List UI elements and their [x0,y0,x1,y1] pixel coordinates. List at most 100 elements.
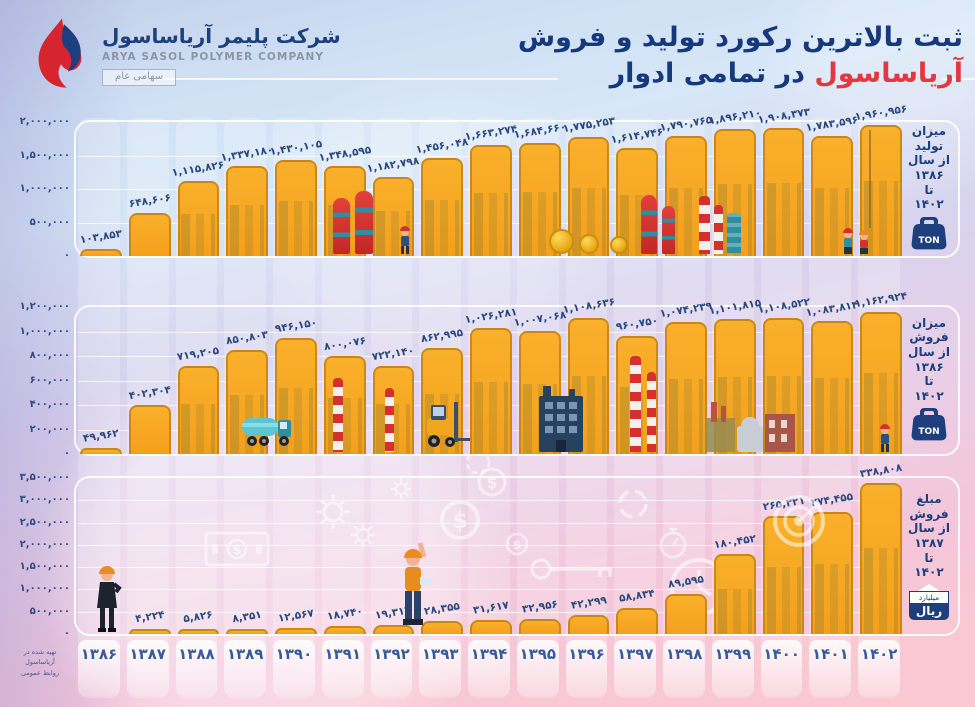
gridline [78,567,900,569]
year-cell: ۱۳۹۱ [321,640,364,696]
bar-cell: ۹۴۶,۱۵۰ [274,307,318,454]
bar-value-label: ۱,۱۸۲,۷۹۸ [366,154,421,176]
bar-value-label: ۴۲,۲۹۹ [569,594,608,612]
bar-cell: ۹۶۰,۷۵۰ [615,307,660,454]
bar-1401 [811,512,854,634]
panel-text-line: ۱۳۸۶ [914,168,944,182]
y-tick-label: ۰ [63,448,70,459]
bar-value-label: ۱,۷۸۳,۵۹۶ [805,113,860,135]
bar-1399 [713,319,756,454]
y-tick-label: ۴۰۰,۰۰۰ [29,399,70,410]
panel-text-line: فروش [909,506,949,521]
chart-sales-value: ۳,۵۰۰,۰۰۰ ۳,۰۰۰,۰۰۰ ۲,۵۰۰,۰۰۰ ۲,۰۰۰,۰۰۰ ۱,۵۰… [20,462,960,639]
bar-cell [80,478,122,634]
bar-1395 [518,331,561,454]
bar-cell: ۴۲,۲۹۹ [567,478,610,634]
bar-cell: ۱,۶۸۴,۶۶۰ [513,121,567,256]
bar-1396 [567,137,610,256]
bar-cell: ۱,۰۷۴,۲۳۹ [659,300,713,454]
bar-1388 [177,181,220,256]
year-label: ۱۳۸۹ [226,645,264,663]
company-type-badge: سهامی عام [102,69,177,86]
panel-production: میزان تولید از سال ۱۳۸۶ تا ۱۴۰۲ TON [903,124,955,254]
bar-1400 [762,128,805,256]
panel-text-line: ۱۴۰۲ [914,197,944,212]
bar-value-label: ۱۰۳,۸۵۳ [78,227,123,247]
panel-text-line: تا [924,182,934,197]
bar-cell: ۱,۴۵۶,۰۴۸ [415,122,469,256]
header-divider-line [150,78,558,80]
gridline [78,611,900,613]
year-cell: ۱۳۹۳ [419,640,462,696]
bar-cell: ۴۰۲,۳۰۴ [128,307,172,454]
bars-sales-value: ۴,۲۲۴ ۵,۸۲۶ ۸,۳۵۱ ۱۲,۵۶۷ ۱۸,۷۴۰ ۱۹,۳۱۷ ۲۸,۳۵۵ ۳… [80,462,903,634]
bar-cell: ۱۲,۵۶۷ [275,478,317,634]
year-label: ۱۴۰۰ [763,645,800,663]
bar-1386 [80,448,122,454]
bar-value-label: ۱,۶۱۴,۷۴۶ [610,125,665,147]
bar-cell: ۱۸,۷۴۰ [323,478,366,634]
year-cell: ۱۳۹۸ [663,640,705,696]
y-tick-label: ۱,۰۰۰,۰۰۰ [19,325,70,337]
panel-text-line: مبلغ [916,492,942,507]
bar-1389 [226,629,269,634]
bar-value-label: ۹۴۶,۱۵۰ [274,316,318,336]
year-axis: ۱۳۸۶ ۱۳۸۷ ۱۳۸۸ ۱۳۸۹ ۱۳۹۰ ۱۳۹۱ ۱۳۹۲ ۱۳۹۳ ۱۳۹۴ ۱۳۹۵… [78,640,900,696]
y-tick-label: ۸۰۰,۰۰۰ [29,350,70,361]
bar-cell: ۱,۳۳۷,۱۸۰ [220,122,274,256]
bar-cell: ۳۲,۹۵۶ [518,478,561,634]
bar-cell: ۱,۶۶۳,۲۷۴ [464,122,518,256]
bars-production: ۱۰۳,۸۵۳ ۶۴۸,۶۰۶ ۱,۱۱۵,۸۲۶ ۱,۳۳۷,۱۸۰ ۱,۴۳۰,۱۰… [78,103,908,256]
bar-cell: ۱,۸۹۶,۲۱۰ [708,107,762,256]
bar-cell: ۱,۶۱۴,۷۴۶ [610,122,664,256]
year-label: ۱۳۹۵ [519,645,557,663]
bar-cell: ۱,۷۷۵,۲۵۳ [561,115,616,256]
bar-value-label: ۱,۹۰۸,۳۷۳ [756,105,811,127]
y-axis-production: ۲,۰۰۰,۰۰۰ ۱,۵۰۰,۰۰۰ ۱,۰۰۰,۰۰۰ ۵۰۰,۰۰۰ ۰ [10,116,70,261]
bar-1396 [567,318,610,454]
y-tick-label: ۰ [63,250,70,261]
bar-cell: ۲۷۴,۴۵۵ [810,478,854,634]
bar-value-label: ۱,۹۶۰,۹۵۶ [854,102,909,124]
bar-1394 [470,328,512,454]
credit-line: آریاساسول [25,658,55,667]
year-label: ۱۳۹۴ [470,645,508,663]
bar-1389 [226,166,269,256]
bar-1395 [518,619,561,634]
year-label: ۱۳۹۱ [324,645,361,663]
bar-1387 [128,405,171,454]
y-axis-sales-volume: ۱,۲۰۰,۰۰۰ ۱,۰۰۰,۰۰۰ ۸۰۰,۰۰۰ ۶۰۰,۰۰۰ ۴۰۰,۰۰۰ ۲… [10,301,70,459]
bar-value-label: ۸۹,۵۹۵ [667,573,705,591]
bar-value-label: ۸,۳۵۱ [231,608,263,626]
bar-1401 [811,136,854,256]
svg-text:TON: TON [918,427,939,437]
bar-1393 [421,621,464,634]
panel-text-line: از سال [908,344,950,359]
panel-text-line: میزان [911,124,947,139]
billion-rial-calendar-icon: میلیارد ریال [909,583,949,620]
company-name-en: ARYA SASOL POLYMER COMPANY [102,51,325,63]
bar-value-label: ۵,۸۲۶ [182,608,214,626]
bar-value-label: ۶۴۸,۶۰۶ [127,191,172,211]
bar-cell: ۱,۹۰۸,۳۷۳ [757,106,811,256]
bar-1397 [616,148,659,256]
year-cell: ۱۳۹۶ [565,640,608,696]
panel-sales-volume: میزان فروش از سال ۱۳۸۶ تا ۱۴۰۲ TON [903,309,955,452]
y-tick-label: ۶۰۰,۰۰۰ [29,374,70,386]
bar-value-label: ۹۶۰,۷۵۰ [615,314,660,334]
title-brand-highlight: آریاساسول [814,57,963,89]
y-tick-label: ۱,۵۰۰,۰۰۰ [19,149,70,161]
bar-value-label: ۸۶۲,۹۹۵ [420,326,465,346]
panel-sales-value: مبلغ فروش از سال ۱۳۸۷ تا ۱۴۰۲ میلیارد ریال [903,480,955,632]
bar-cell: ۱,۱۱۵,۸۲۶ [171,122,225,256]
bar-cell: ۱,۰۰۷,۰۶۸ [513,307,567,454]
y-tick-label: ۲۰۰,۰۰۰ [29,423,70,435]
bar-cell: ۱۹,۳۱۷ [372,478,415,634]
bar-value-label: ۱,۶۸۴,۶۶۰ [512,120,567,142]
bar-1399 [713,554,756,634]
bar-value-label: ۱۸۰,۴۵۲ [712,532,757,552]
bar-1400 [762,318,805,454]
svg-text:TON: TON [918,236,939,246]
bar-1390 [275,338,317,454]
